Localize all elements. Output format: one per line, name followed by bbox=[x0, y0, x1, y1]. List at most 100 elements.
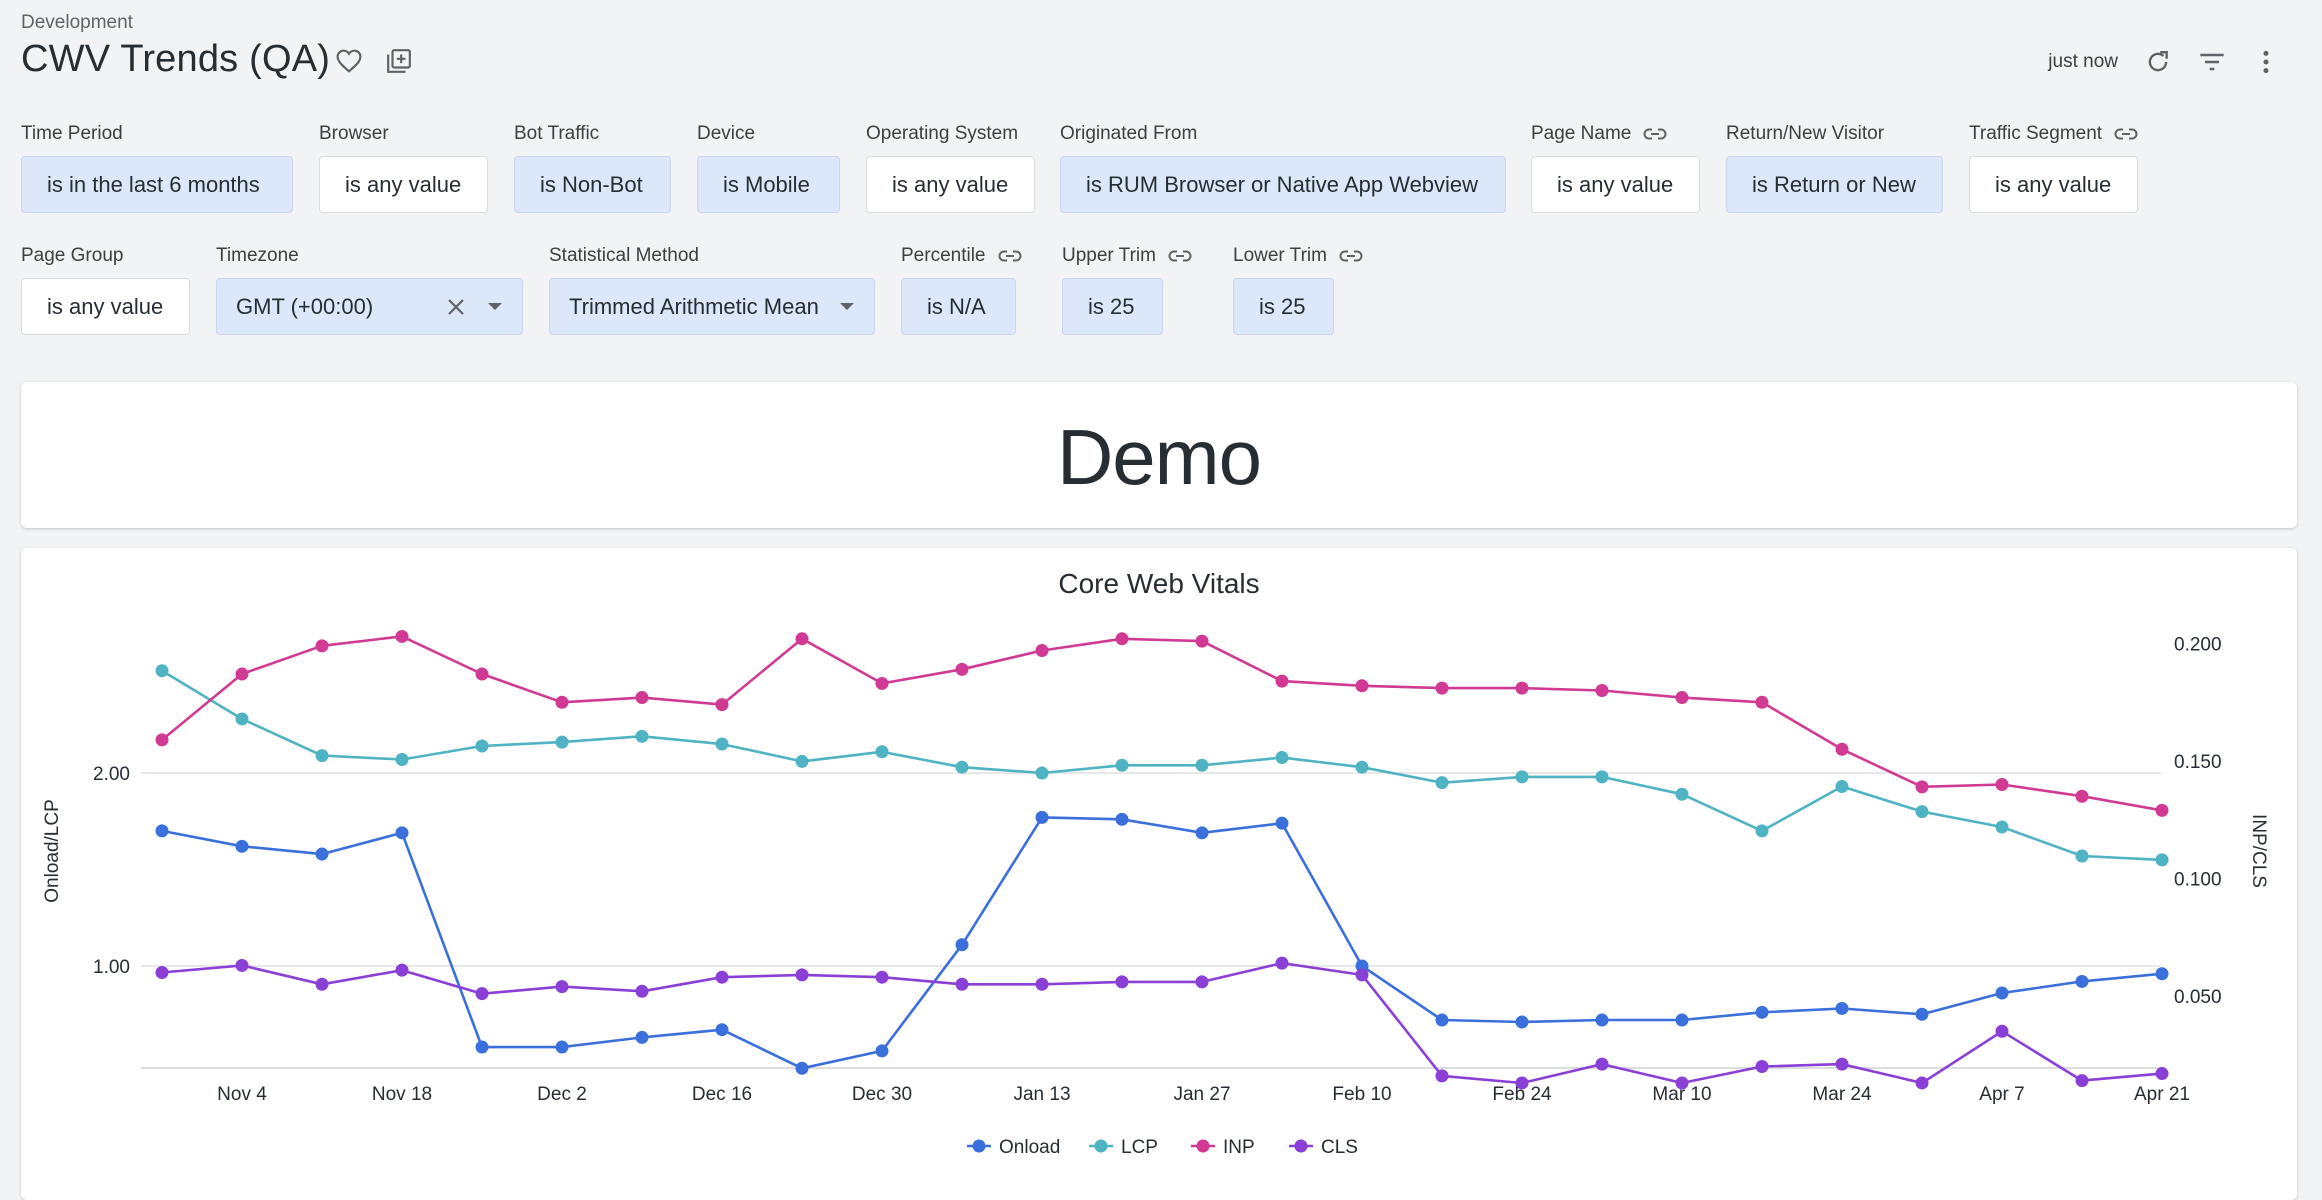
data-point-cls bbox=[1035, 977, 1049, 991]
data-point-lcp bbox=[395, 752, 409, 766]
filter-operating-system: Operating System is any value bbox=[866, 122, 1035, 213]
data-point-onload bbox=[2075, 974, 2089, 988]
data-point-cls bbox=[2155, 1067, 2169, 1081]
filter-value-chip[interactable]: is 25 bbox=[1062, 278, 1163, 335]
y-right-tick-label: 0.200 bbox=[2174, 635, 2222, 656]
filter-value-chip[interactable]: is any value bbox=[21, 278, 190, 335]
filter-page-name: Page Name is any value bbox=[1531, 122, 1700, 213]
data-point-inp bbox=[1115, 632, 1129, 646]
data-point-onload bbox=[155, 824, 169, 838]
filter-value-chip[interactable]: is in the last 6 months bbox=[21, 156, 293, 213]
data-point-onload bbox=[315, 847, 329, 861]
filter-value-chip[interactable]: is any value bbox=[319, 156, 488, 213]
y-left-tick-label: 1.00 bbox=[93, 957, 130, 978]
data-point-lcp bbox=[555, 735, 569, 749]
data-point-cls bbox=[555, 980, 569, 994]
link-icon[interactable] bbox=[998, 249, 1022, 263]
filter-label: Bot Traffic bbox=[514, 123, 600, 144]
link-icon[interactable] bbox=[1643, 127, 1667, 141]
data-point-onload bbox=[955, 938, 969, 952]
filter-value-chip[interactable]: is any value bbox=[866, 156, 1035, 213]
timezone-select[interactable]: GMT (+00:00) bbox=[216, 278, 523, 335]
data-point-cls bbox=[155, 966, 169, 979]
filter-timezone: Timezone GMT (+00:00) bbox=[216, 244, 523, 335]
data-point-cls bbox=[635, 984, 649, 998]
data-point-inp bbox=[1435, 681, 1449, 695]
refresh-icon[interactable] bbox=[2142, 46, 2174, 78]
filter-value-chip[interactable]: is any value bbox=[1969, 156, 2138, 213]
data-point-onload bbox=[1195, 826, 1209, 840]
data-point-onload bbox=[1755, 1005, 1769, 1019]
data-point-lcp bbox=[315, 749, 329, 763]
data-point-inp bbox=[1835, 742, 1849, 756]
filter-label: Originated From bbox=[1060, 123, 1198, 144]
more-vert-icon[interactable] bbox=[2250, 46, 2282, 78]
data-point-lcp bbox=[1195, 758, 1209, 772]
x-tick-label: Dec 2 bbox=[537, 1084, 587, 1105]
data-point-cls bbox=[1275, 956, 1289, 970]
filter-device: Device is Mobile bbox=[697, 122, 840, 213]
y-left-tick-label: 2.00 bbox=[93, 764, 130, 785]
legend-label-lcp: LCP bbox=[1121, 1137, 1158, 1158]
x-tick-label: Nov 4 bbox=[217, 1084, 267, 1105]
x-tick-label: Mar 24 bbox=[1812, 1084, 1872, 1105]
filter-label: Upper Trim bbox=[1062, 245, 1156, 266]
heart-icon[interactable] bbox=[334, 46, 364, 76]
x-tick-label: Apr 21 bbox=[2134, 1084, 2190, 1105]
link-icon[interactable] bbox=[2114, 127, 2138, 141]
filter-value-chip[interactable]: is Return or New bbox=[1726, 156, 1943, 213]
filter-time-period: Time Period is in the last 6 months bbox=[21, 122, 293, 213]
filter-upper-trim: Upper Trim is 25 bbox=[1062, 244, 1192, 335]
data-point-inp bbox=[1515, 681, 1529, 695]
filter-lower-trim: Lower Trim is 25 bbox=[1233, 244, 1363, 335]
filter-label: Device bbox=[697, 123, 756, 144]
filter-icon[interactable] bbox=[2196, 46, 2228, 78]
chevron-down-icon[interactable] bbox=[839, 302, 855, 312]
x-tick-label: Dec 16 bbox=[692, 1084, 752, 1105]
data-point-onload bbox=[1115, 812, 1129, 826]
filter-value-chip[interactable]: is Non-Bot bbox=[514, 156, 671, 213]
data-point-inp bbox=[715, 698, 729, 712]
filter-label: Statistical Method bbox=[549, 245, 699, 266]
breadcrumb[interactable]: Development bbox=[21, 12, 133, 33]
data-point-cls bbox=[715, 970, 729, 984]
filter-label: Return/New Visitor bbox=[1726, 123, 1885, 144]
filter-label: Page Group bbox=[21, 245, 124, 266]
last-updated-text: just now bbox=[2048, 51, 2118, 72]
filter-label: Timezone bbox=[216, 245, 299, 266]
data-point-onload bbox=[1915, 1007, 1929, 1021]
data-point-inp bbox=[2075, 789, 2089, 803]
data-point-cls bbox=[1755, 1060, 1769, 1073]
core-web-vitals-chart: 1.00 2.00 0.050 0.100 0.150 0.200 Onload/LCP IN… bbox=[42, 629, 2269, 1158]
dashboard-header: Development CWV Trends (QA) just now bbox=[0, 0, 2322, 100]
filter-value-chip[interactable]: is RUM Browser or Native App Webview bbox=[1060, 156, 1506, 213]
filter-value-chip[interactable]: is 25 bbox=[1233, 278, 1334, 335]
data-point-inp bbox=[875, 676, 889, 690]
data-point-onload bbox=[1835, 1001, 1849, 1015]
filter-label: Page Name bbox=[1531, 123, 1632, 144]
filter-label: Percentile bbox=[901, 245, 986, 266]
header-tools: just now bbox=[2048, 46, 2282, 78]
data-point-lcp bbox=[1675, 787, 1689, 801]
filter-percentile: Percentile is N/A bbox=[901, 244, 1022, 335]
add-to-board-icon[interactable] bbox=[384, 46, 414, 76]
link-icon[interactable] bbox=[1339, 249, 1363, 263]
filter-value-chip[interactable]: is Mobile bbox=[697, 156, 840, 213]
filter-page-group: Page Group is any value bbox=[21, 244, 190, 335]
chevron-down-icon[interactable] bbox=[487, 302, 503, 312]
clear-icon[interactable] bbox=[447, 298, 465, 316]
data-point-inp bbox=[155, 733, 169, 747]
data-point-onload bbox=[795, 1061, 809, 1075]
data-point-lcp bbox=[795, 754, 809, 768]
filter-value-chip[interactable]: is N/A bbox=[901, 278, 1016, 335]
data-point-cls bbox=[1835, 1057, 1849, 1071]
data-point-lcp bbox=[635, 729, 649, 743]
data-point-inp bbox=[2155, 803, 2169, 817]
link-icon[interactable] bbox=[1168, 249, 1192, 263]
legend-marker-cls bbox=[1294, 1139, 1308, 1153]
statistical-method-select[interactable]: Trimmed Arithmetic Mean bbox=[549, 278, 875, 335]
data-point-cls bbox=[395, 963, 409, 977]
filter-value-chip[interactable]: is any value bbox=[1531, 156, 1700, 213]
data-point-cls bbox=[1355, 968, 1369, 982]
data-point-lcp bbox=[1275, 751, 1289, 765]
